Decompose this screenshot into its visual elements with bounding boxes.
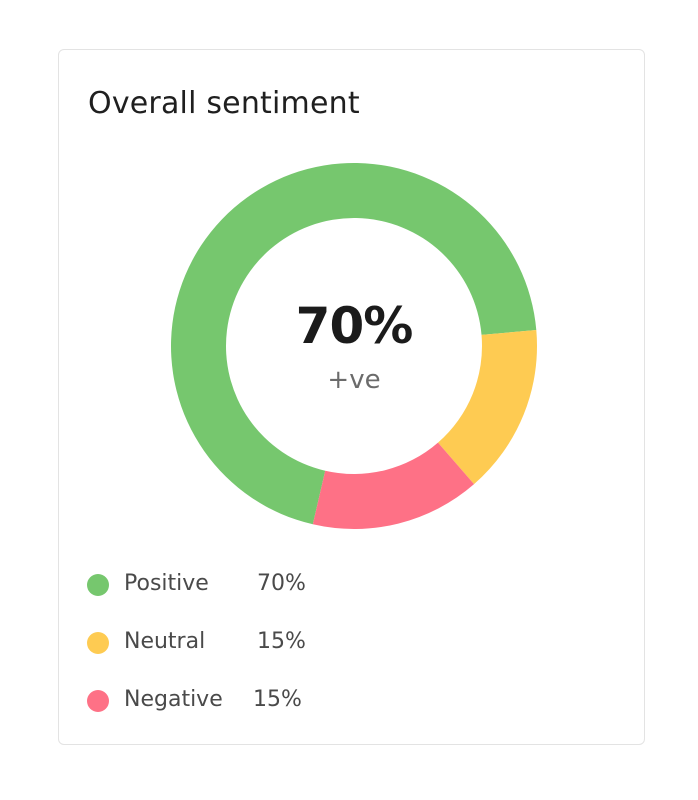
legend-value-negative: 15% <box>253 687 302 712</box>
center-label: +ve <box>327 365 381 395</box>
legend-dot-negative <box>87 690 109 712</box>
legend-dot-positive <box>87 574 109 596</box>
card-title: Overall sentiment <box>88 86 360 121</box>
center-value: 70% <box>295 297 414 355</box>
donut-slice-neutral <box>437 330 537 485</box>
donut-slice-negative <box>312 442 475 529</box>
legend-label-positive: Positive <box>124 571 209 596</box>
legend-label-negative: Negative <box>124 687 223 712</box>
legend-value-positive: 70% <box>257 571 306 596</box>
sentiment-card: Overall sentiment 70% +ve Positive 70% N… <box>58 49 645 745</box>
legend-item-neutral: Neutral 15% <box>87 624 587 682</box>
donut-slice-positive <box>170 162 537 525</box>
donut-svg <box>170 162 537 529</box>
legend-value-neutral: 15% <box>257 629 306 654</box>
legend-label-neutral: Neutral <box>124 629 206 654</box>
legend-item-positive: Positive 70% <box>87 566 587 624</box>
legend: Positive 70% Neutral 15% Negative 15% <box>87 566 587 740</box>
legend-dot-neutral <box>87 632 109 654</box>
donut-chart: 70% +ve <box>169 161 539 531</box>
legend-item-negative: Negative 15% <box>87 682 587 740</box>
